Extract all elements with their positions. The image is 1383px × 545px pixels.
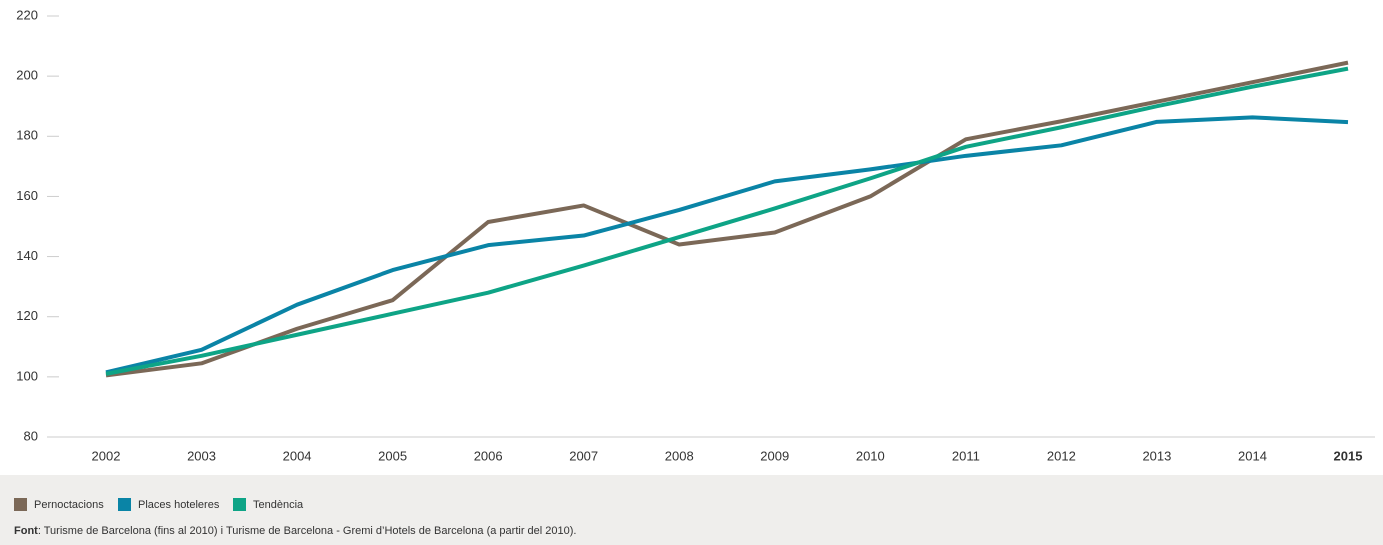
y-tick-label: 160 [16,188,38,203]
x-tick-label: 2014 [1238,448,1267,463]
series-line [105,115,1349,375]
legend-item: Pernoctacions [14,498,104,511]
legend-panel: Font: Turisme de Barcelona (fins al 2010… [0,475,1383,545]
y-tick-label: 140 [16,248,38,263]
x-tick-label: 2002 [92,448,121,463]
legend-item: Places hoteleres [118,498,219,511]
legend-swatch [14,498,27,511]
y-tick-label: 80 [24,428,38,443]
legend-label: Places hoteleres [138,498,220,511]
chart: 80 100 120 140 160 180 200 220 2002 2003 2004 2005 2… [16,7,1375,463]
source-label: Font [14,525,38,537]
x-tick-label: 2004 [283,448,312,463]
x-tick-label: 2013 [1142,448,1171,463]
y-tick-label: 120 [16,308,38,323]
x-tick-label: 2003 [187,448,216,463]
y-tick-label: 220 [16,7,38,22]
series-line [105,60,1349,378]
x-tick-label: 2008 [665,448,694,463]
legend-label: Pernoctacions [34,498,104,511]
x-tick-label: 2010 [856,448,885,463]
series-line [105,66,1349,376]
x-tick-label: 2012 [1047,448,1076,463]
source: Font: Turisme de Barcelona (fins al 2010… [14,525,576,537]
x-tick-label: 2005 [378,448,407,463]
x-tick-label: 2011 [952,448,980,463]
x-tick-label: 2015 [1334,448,1363,463]
legend-swatch [233,498,246,511]
legend-item: Tendència [233,498,303,511]
legend-label: Tendència [253,498,304,511]
x-tick-label: 2009 [760,448,789,463]
y-tick-label: 180 [16,128,38,143]
x-tick-label: 2006 [474,448,503,463]
x-tick-label: 2007 [569,448,598,463]
legend-swatch [118,498,131,511]
y-tick-label: 200 [16,68,38,83]
y-tick-label: 100 [16,368,38,383]
source-text: : Turisme de Barcelona (fins al 2010) i … [37,525,577,537]
